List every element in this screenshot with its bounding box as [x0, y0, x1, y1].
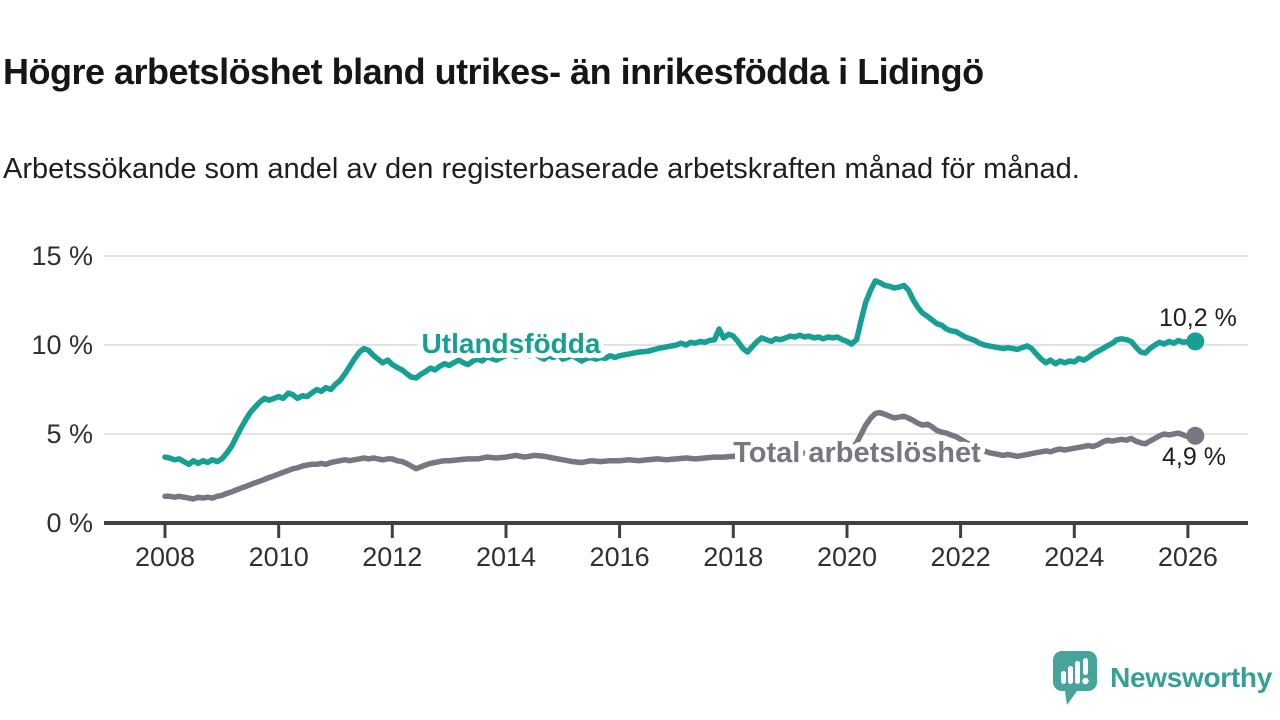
series-line-total: [162, 409, 1199, 502]
series-line-utlandsfodda: [162, 278, 1199, 468]
series-label-utlandsfodda: Utlandsfödda: [422, 328, 601, 359]
logo-bar-2: [1068, 666, 1074, 684]
x-tick-label-2022: 2022: [931, 542, 991, 572]
y-tick-label-5: 5 %: [46, 419, 93, 449]
line-chart: 15 % 10 % 5 % 0 % 2008 2010 2012 2014 2016 2018 20…: [31, 241, 1248, 572]
x-tick-label-2020: 2020: [817, 542, 877, 572]
x-tick-label-2010: 2010: [249, 542, 309, 572]
newsworthy-logo: Newsworthy: [1052, 650, 1272, 706]
series-end-label-utlandsfodda: 10,2 %: [1159, 304, 1237, 332]
y-tick-label-10: 10 %: [31, 330, 93, 360]
series-end-label-total: 4,9 %: [1162, 443, 1226, 471]
series-label-total: Total arbetslöshet: [733, 437, 981, 469]
chart-title: Högre arbetslöshet bland utrikes- än inr…: [3, 51, 984, 93]
x-tick-label-2026: 2026: [1158, 542, 1218, 572]
y-tick-label-0: 0 %: [46, 508, 93, 538]
x-tick-label-2008: 2008: [135, 542, 195, 572]
newsworthy-logo-text: Newsworthy: [1110, 662, 1272, 693]
x-tick-label-2014: 2014: [476, 542, 536, 572]
logo-bar-3: [1075, 661, 1081, 684]
newsworthy-logo-icon: [1053, 651, 1098, 705]
logo-bar-1: [1061, 671, 1067, 684]
x-tick-label-2024: 2024: [1044, 542, 1104, 572]
logo-exclamation-dot: [1082, 677, 1089, 685]
series-end-dot-utlandsfodda: [1186, 332, 1205, 351]
x-tick-label-2016: 2016: [590, 542, 650, 572]
series-end-dot-total: [1186, 426, 1205, 445]
x-tick-label-2018: 2018: [703, 542, 763, 572]
logo-exclamation-bar: [1083, 658, 1089, 675]
x-tick-label-2012: 2012: [362, 542, 422, 572]
chart-subtitle: Arbetssökande som andel av den registerb…: [3, 153, 1080, 185]
y-tick-label-15: 15 %: [31, 241, 93, 271]
